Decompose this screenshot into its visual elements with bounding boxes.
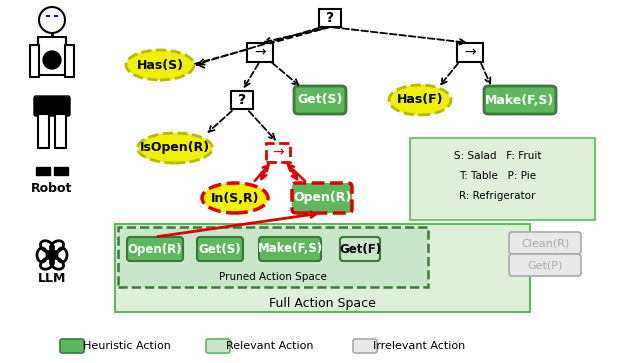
Bar	[38, 114, 49, 148]
FancyBboxPatch shape	[509, 254, 581, 276]
Bar	[54, 167, 68, 175]
FancyBboxPatch shape	[259, 237, 321, 261]
FancyBboxPatch shape	[127, 237, 183, 261]
Text: Get(P): Get(P)	[527, 260, 563, 270]
Text: Robot: Robot	[31, 182, 73, 195]
Text: Get(S): Get(S)	[298, 94, 342, 106]
Text: ?: ?	[326, 11, 334, 25]
FancyBboxPatch shape	[353, 339, 377, 353]
FancyBboxPatch shape	[509, 232, 581, 254]
Bar	[231, 91, 253, 109]
Bar	[410, 138, 595, 220]
Text: Make(F,S): Make(F,S)	[485, 94, 555, 106]
Bar	[319, 9, 341, 27]
Ellipse shape	[138, 133, 212, 163]
Text: In(S,R): In(S,R)	[211, 192, 259, 204]
Text: →: →	[272, 145, 284, 159]
FancyBboxPatch shape	[484, 86, 556, 114]
FancyBboxPatch shape	[197, 237, 243, 261]
Ellipse shape	[202, 183, 268, 213]
Bar	[247, 42, 273, 61]
FancyBboxPatch shape	[34, 96, 70, 116]
Text: Full Action Space: Full Action Space	[269, 298, 376, 310]
Text: Get(S): Get(S)	[198, 242, 241, 256]
FancyBboxPatch shape	[292, 183, 352, 213]
Text: Clean(R): Clean(R)	[521, 238, 569, 248]
Circle shape	[47, 250, 57, 260]
FancyBboxPatch shape	[206, 339, 230, 353]
Bar	[36, 167, 50, 175]
Bar	[115, 224, 530, 312]
Text: Open(R): Open(R)	[293, 192, 351, 204]
Text: R: Refrigerator: R: Refrigerator	[460, 191, 536, 201]
Text: S: Salad   F: Fruit: S: Salad F: Fruit	[454, 151, 541, 161]
Bar	[266, 143, 290, 162]
Text: Make(F,S): Make(F,S)	[257, 242, 323, 256]
Text: T: Table   P: Pie: T: Table P: Pie	[459, 171, 536, 181]
Text: Get(F): Get(F)	[339, 242, 381, 256]
Text: →: →	[464, 45, 476, 59]
Text: Pruned Action Space: Pruned Action Space	[219, 272, 327, 282]
Text: Has(S): Has(S)	[136, 58, 184, 72]
Text: ?: ?	[238, 93, 246, 107]
Text: IsOpen(R): IsOpen(R)	[140, 142, 210, 155]
FancyBboxPatch shape	[340, 237, 380, 261]
FancyBboxPatch shape	[294, 86, 346, 114]
Ellipse shape	[389, 85, 451, 115]
Bar	[65, 45, 74, 77]
Text: Has(F): Has(F)	[397, 94, 444, 106]
Text: Open(R): Open(R)	[128, 242, 182, 256]
Bar	[457, 42, 483, 61]
Circle shape	[43, 51, 61, 69]
Text: LLM: LLM	[38, 272, 66, 285]
Text: →: →	[254, 45, 266, 59]
Bar	[38, 37, 66, 75]
Bar	[118, 227, 428, 287]
Circle shape	[39, 7, 65, 33]
Bar	[55, 114, 66, 148]
FancyBboxPatch shape	[60, 339, 84, 353]
Text: Relevant Action: Relevant Action	[227, 341, 314, 351]
Bar	[30, 45, 39, 77]
Text: Heuristic Action: Heuristic Action	[83, 341, 171, 351]
Text: Irrelevant Action: Irrelevant Action	[373, 341, 465, 351]
Ellipse shape	[126, 50, 194, 80]
